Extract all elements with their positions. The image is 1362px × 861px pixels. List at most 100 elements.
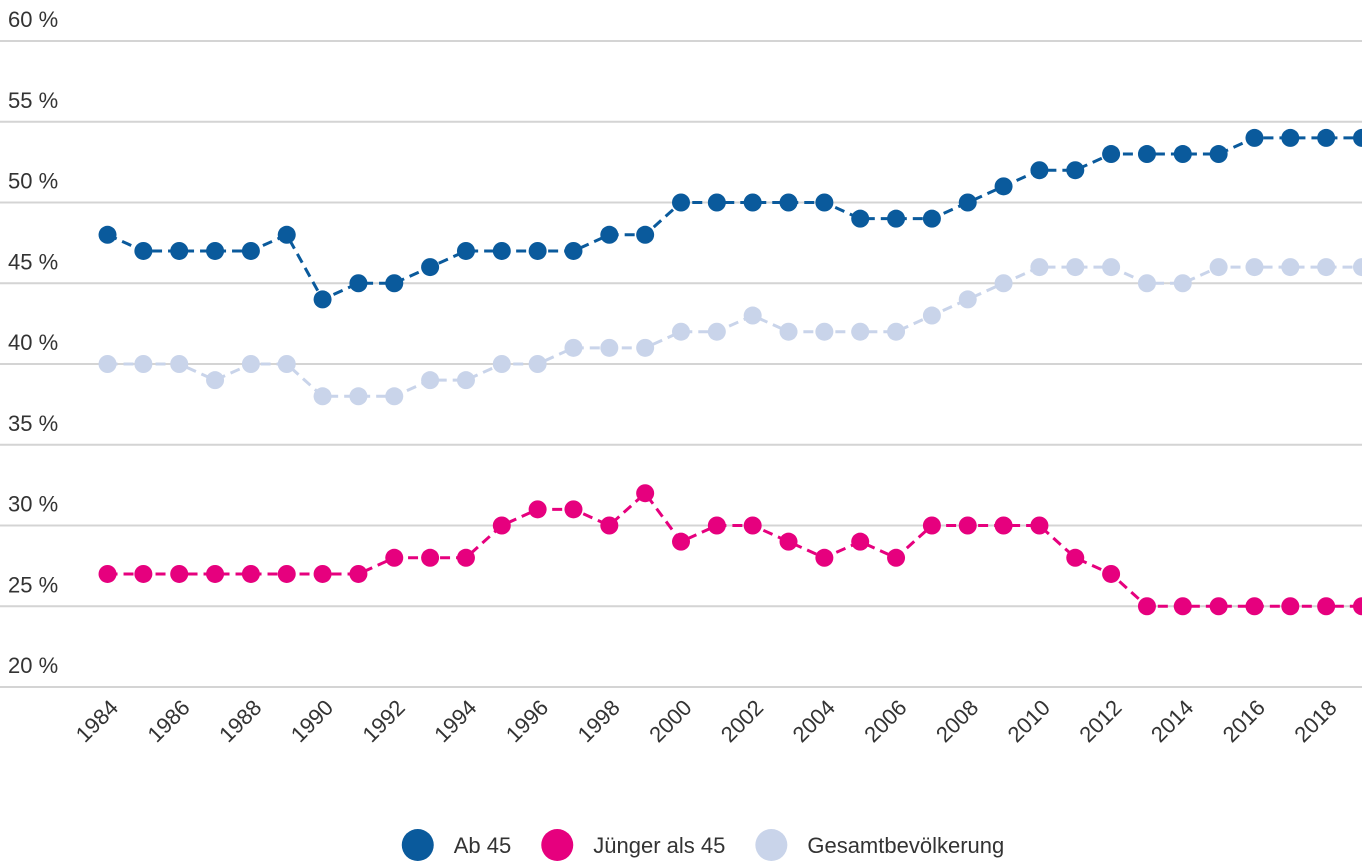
data-point	[672, 532, 690, 551]
data-point	[1245, 258, 1264, 277]
y-tick-label: 60 %	[8, 7, 58, 32]
series-line	[107, 265, 1362, 398]
data-point	[456, 241, 475, 260]
data-point	[636, 338, 655, 357]
data-point	[1317, 128, 1336, 147]
data-point	[1209, 145, 1228, 164]
data-point	[313, 290, 332, 309]
data-point	[887, 548, 906, 567]
data-point	[134, 355, 153, 373]
x-tick-label: 2018	[1289, 695, 1341, 747]
data-point	[1066, 258, 1085, 277]
data-point	[313, 387, 332, 406]
data-point	[134, 241, 153, 260]
legend-label: Ab 45	[454, 833, 512, 858]
data-point	[421, 371, 440, 390]
data-point	[1281, 597, 1300, 616]
data-point	[1137, 274, 1156, 293]
data-point	[385, 274, 404, 293]
data-point	[1102, 258, 1121, 277]
y-tick-label: 40 %	[8, 330, 58, 355]
data-point	[421, 258, 440, 277]
data-point	[206, 241, 225, 260]
data-point	[636, 225, 655, 244]
data-point	[743, 516, 762, 535]
x-tick-label: 2016	[1218, 695, 1270, 747]
data-point	[528, 355, 547, 373]
x-tick-label: 2004	[788, 695, 840, 747]
data-point	[779, 193, 798, 212]
data-point	[1173, 145, 1192, 164]
data-point	[1137, 145, 1156, 164]
data-point	[707, 193, 726, 212]
data-point	[672, 193, 690, 212]
x-tick-label: 1994	[429, 695, 481, 747]
data-point	[1137, 597, 1156, 616]
x-tick-label: 1990	[286, 695, 338, 747]
data-point	[241, 564, 260, 583]
data-point	[349, 564, 368, 583]
data-point	[815, 193, 834, 212]
data-point	[492, 516, 511, 535]
data-point	[707, 516, 726, 535]
data-point	[349, 274, 368, 293]
data-point	[98, 225, 117, 244]
data-point	[564, 241, 583, 260]
data-point	[815, 548, 834, 567]
data-point	[707, 322, 726, 341]
legend-swatch	[541, 829, 574, 861]
data-point	[98, 564, 117, 583]
data-point	[994, 274, 1013, 293]
x-tick-label: 2012	[1074, 695, 1126, 747]
data-point	[922, 306, 941, 325]
x-tick-label: 1988	[214, 695, 266, 747]
data-point	[1317, 258, 1336, 277]
data-point	[456, 548, 475, 567]
data-point	[1030, 161, 1049, 180]
y-tick-label: 30 %	[8, 492, 58, 517]
x-tick-label: 2008	[931, 695, 983, 747]
y-tick-label: 35 %	[8, 411, 58, 436]
legend-swatch	[401, 829, 434, 861]
data-point	[779, 322, 798, 341]
x-tick-label: 1992	[358, 695, 410, 747]
data-point	[1353, 597, 1362, 616]
legend: Ab 45 Jünger als 45 Gesamtbevölkerung	[401, 829, 1004, 861]
data-point	[994, 516, 1013, 535]
data-point	[743, 306, 762, 325]
data-point	[385, 387, 404, 406]
data-point	[815, 322, 834, 341]
y-tick-label: 45 %	[8, 249, 58, 274]
data-point	[600, 338, 619, 357]
data-point	[636, 484, 655, 503]
data-point	[1317, 597, 1336, 616]
data-point	[313, 564, 332, 583]
data-point	[277, 355, 296, 373]
data-point	[170, 564, 189, 583]
data-point	[1102, 145, 1121, 164]
data-point	[564, 500, 583, 519]
data-point	[98, 355, 117, 373]
data-point	[1173, 597, 1192, 616]
data-point	[1281, 128, 1300, 147]
data-point	[277, 564, 296, 583]
data-point	[1281, 258, 1300, 277]
data-point	[994, 177, 1013, 196]
data-point	[958, 290, 977, 309]
data-point	[958, 193, 977, 212]
series-line	[106, 136, 1362, 302]
data-point	[206, 371, 225, 390]
x-tick-label: 1986	[142, 695, 194, 747]
x-tick-label: 1996	[501, 695, 553, 747]
data-point	[851, 209, 870, 228]
legend-swatch	[755, 829, 788, 861]
series-line	[107, 490, 1362, 608]
data-point	[1353, 258, 1362, 277]
data-point	[1245, 128, 1264, 147]
legend-label: Gesamtbevölkerung	[807, 833, 1004, 858]
x-tick-label: 1998	[573, 695, 625, 747]
y-tick-label: 50 %	[8, 169, 58, 194]
data-point	[206, 564, 225, 583]
x-tick-label: 2000	[644, 695, 696, 747]
x-tick-label: 1984	[71, 695, 123, 747]
